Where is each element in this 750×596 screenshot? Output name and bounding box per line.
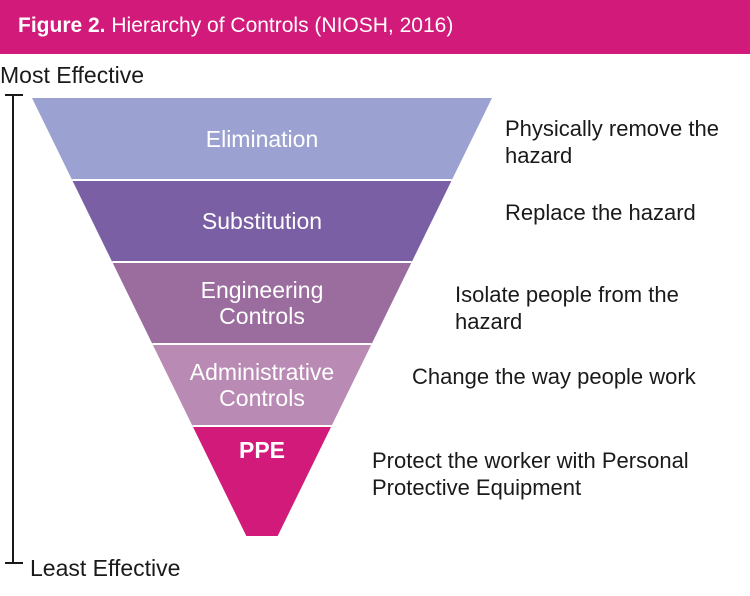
level-description-3: Change the way people work bbox=[412, 364, 750, 391]
pyramid-label-4-line-0: PPE bbox=[239, 437, 285, 463]
level-description-2: Isolate people from the hazard bbox=[455, 282, 750, 336]
diagram-area: Most Effective Least Effective Eliminati… bbox=[0, 54, 750, 584]
pyramid-label-3-line-0: Administrative bbox=[190, 359, 334, 385]
level-description-0: Physically remove the hazard bbox=[505, 116, 745, 170]
pyramid-label-3-line-1: Controls bbox=[219, 385, 305, 411]
pyramid-label-2-line-0: Engineering bbox=[201, 277, 324, 303]
pyramid-label-1-line-0: Substitution bbox=[202, 208, 322, 234]
figure-header: Figure 2. Hierarchy of Controls (NIOSH, … bbox=[0, 0, 750, 54]
effectiveness-scale bbox=[12, 94, 16, 564]
figure-number: Figure 2. bbox=[18, 14, 106, 37]
figure-title: Hierarchy of Controls (NIOSH, 2016) bbox=[106, 14, 454, 37]
pyramid-label-0-line-0: Elimination bbox=[206, 126, 319, 152]
level-description-1: Replace the hazard bbox=[505, 200, 745, 227]
pyramid-label-2-line-1: Controls bbox=[219, 303, 305, 329]
scale-top-label: Most Effective bbox=[0, 62, 144, 89]
level-description-4: Protect the worker with Personal Protect… bbox=[372, 448, 750, 502]
